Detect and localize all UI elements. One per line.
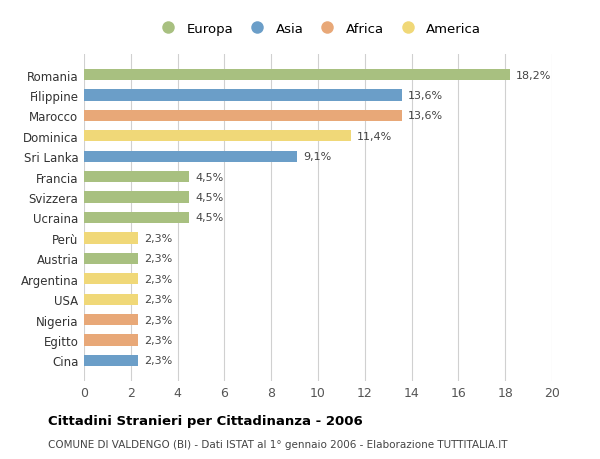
Bar <box>84 70 510 81</box>
Bar <box>84 213 190 224</box>
Bar <box>84 355 138 366</box>
Text: 2,3%: 2,3% <box>143 335 172 345</box>
Text: 2,3%: 2,3% <box>143 315 172 325</box>
Text: COMUNE DI VALDENGO (BI) - Dati ISTAT al 1° gennaio 2006 - Elaborazione TUTTITALI: COMUNE DI VALDENGO (BI) - Dati ISTAT al … <box>48 440 508 449</box>
Bar <box>84 233 138 244</box>
Bar <box>84 151 297 162</box>
Legend: Europa, Asia, Africa, America: Europa, Asia, Africa, America <box>155 22 481 35</box>
Bar <box>84 294 138 305</box>
Bar <box>84 131 351 142</box>
Text: 2,3%: 2,3% <box>143 295 172 304</box>
Bar <box>84 335 138 346</box>
Text: 4,5%: 4,5% <box>195 193 223 203</box>
Bar <box>84 314 138 325</box>
Text: 2,3%: 2,3% <box>143 274 172 284</box>
Bar <box>84 192 190 203</box>
Text: 11,4%: 11,4% <box>356 132 392 141</box>
Text: 4,5%: 4,5% <box>195 172 223 182</box>
Bar <box>84 274 138 285</box>
Text: 2,3%: 2,3% <box>143 254 172 264</box>
Bar <box>84 111 402 122</box>
Text: 2,3%: 2,3% <box>143 233 172 243</box>
Text: 13,6%: 13,6% <box>408 111 443 121</box>
Bar <box>84 172 190 183</box>
Text: 4,5%: 4,5% <box>195 213 223 223</box>
Text: 18,2%: 18,2% <box>516 71 551 80</box>
Text: 2,3%: 2,3% <box>143 356 172 365</box>
Bar <box>84 253 138 264</box>
Text: 9,1%: 9,1% <box>303 152 331 162</box>
Text: 13,6%: 13,6% <box>408 91 443 101</box>
Text: Cittadini Stranieri per Cittadinanza - 2006: Cittadini Stranieri per Cittadinanza - 2… <box>48 414 363 428</box>
Bar <box>84 90 402 101</box>
